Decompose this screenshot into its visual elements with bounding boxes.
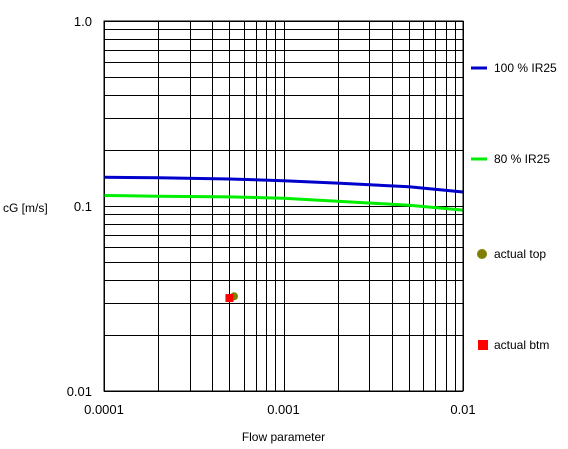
x-axis-label: Flow parameter [242, 430, 325, 444]
grid-lines [104, 21, 464, 392]
y-tick-label: 0.01 [67, 384, 92, 399]
legend-circle-swatch [477, 249, 487, 259]
legend: 100 % IR25 80 % IR25 actual top actual btm [471, 61, 557, 352]
y-tick-label: 1.0 [74, 14, 92, 29]
tick-labels: 0.0001 0.001 0.01 0.01 0.1 1.0 [67, 14, 476, 417]
plot-frame [103, 20, 464, 392]
series-layer [103, 175, 464, 303]
legend-label: actual btm [494, 338, 549, 352]
legend-label: actual top [494, 247, 546, 261]
legend-square-swatch [478, 340, 488, 350]
x-tick-label: 0.01 [450, 402, 475, 417]
legend-label: 80 % IR25 [494, 152, 550, 166]
legend-label: 100 % IR25 [494, 61, 557, 75]
y-axis-label: cG [m/s] [3, 201, 48, 215]
data-point-square [225, 294, 234, 303]
series-line [103, 194, 464, 212]
x-tick-label: 0.0001 [84, 402, 124, 417]
series-line [103, 175, 464, 194]
y-tick-label: 0.1 [74, 199, 92, 214]
x-tick-label: 0.001 [267, 402, 300, 417]
